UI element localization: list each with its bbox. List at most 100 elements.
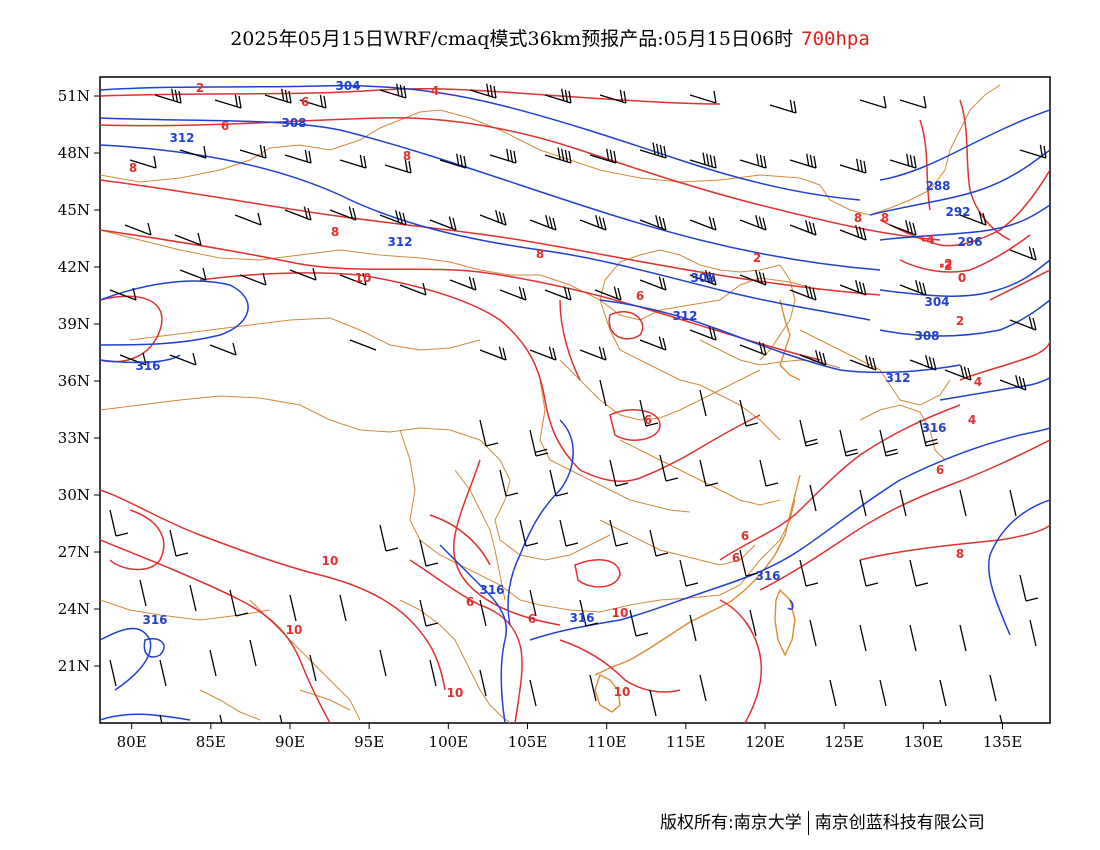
temperature-contour-label: 8 [129,161,137,175]
plot-frame [99,76,1051,724]
temperature-contour-label: 2 [196,81,204,95]
temperature-contour-label: 8 [331,225,339,239]
temperature-contour-label: 4 [974,375,982,389]
y-tick-label: 27N [58,543,90,561]
wind-barb [309,654,317,682]
wind-barb [284,206,312,221]
temperature-contour-label: 8 [956,547,964,561]
wind-barb [639,336,667,351]
wind-barb [499,286,527,301]
wind-barb [589,148,617,164]
wind-barb [384,159,412,174]
wind-barb [379,210,407,226]
temperature-labels: 2 466888810101010101066666688-4-202244-26… [129,81,982,700]
wind-barb [239,272,267,286]
wind-barb [649,689,657,717]
wind-barb [124,222,152,236]
height-contours [100,84,1050,723]
wind-barb [579,215,607,231]
temperature-contour-label: -2 [939,259,952,273]
height-contour-label: 304 [924,295,949,309]
wind-barb [174,232,202,246]
wind-barb [379,83,407,99]
wind-barb [679,559,699,587]
wind-barb [529,429,549,457]
x-tick-label: 125E [824,733,864,751]
wind-barb [284,149,312,164]
wind-barb [109,509,129,537]
wind-barb [809,619,817,647]
map-title: 2025年05月15日WRF/cmaq模式36km预报产品:05月15日06时 7… [0,24,1100,51]
height-contour-label: 304 [335,79,360,93]
temperature-contour-label: 8 [881,211,889,225]
x-tick-label: 90E [275,733,305,751]
x-tick-label: 135E [983,733,1023,751]
wind-barb [959,211,987,226]
wind-barb [899,280,927,296]
wind-barb [609,519,629,547]
wind-barb [899,95,927,109]
wind-barb [579,599,599,627]
wind-barb [799,559,819,587]
temperature-contour-label: 6 [466,595,474,609]
wind-barb [399,282,427,296]
wind-barb [919,419,939,447]
wind-barb [944,365,972,381]
wind-barb [739,341,767,356]
wind-barb [419,539,439,567]
y-tick-label: 30N [58,486,90,504]
wind-barb [699,459,719,487]
wind-barb [429,659,437,687]
y-tick-label: 39N [58,315,90,333]
wind-barb [989,674,997,702]
wind-barb [209,649,217,677]
title-main: 2025年05月15日WRF/cmaq模式36km预报产品:05月15日06时 [230,28,794,50]
height-contour-label: 312 [387,235,412,249]
wind-barb [479,419,499,447]
wind-barb [739,215,767,231]
wind-barb [879,679,887,707]
wind-barb [839,225,867,241]
wind-barb [594,286,622,301]
height-contour-label: 316 [755,569,780,583]
wind-barb [959,489,967,517]
wind-barb [899,489,907,517]
temperature-contours [100,87,1050,723]
y-tick-label: 24N [58,600,90,618]
temperature-contour-label: 8 [854,211,862,225]
wind-barb [1009,246,1037,261]
wind-barb [689,152,717,169]
wind-barb [449,276,477,291]
wind-barb [689,216,717,231]
height-contour-label: 308 [281,116,306,130]
wind-barb [179,145,207,159]
wind-barb [249,639,257,667]
wind-barb [544,147,572,164]
x-tick-label: 130E [904,733,944,751]
temperature-contour-label: 8 [536,247,544,261]
height-contour-label: 312 [672,309,697,323]
wind-barb [469,83,497,99]
wind-barb [909,624,917,652]
wind-barb [839,158,867,174]
wind-barb [859,624,867,652]
temperature-contour-label: 6 [732,551,740,565]
y-tick-label: 42N [58,258,90,276]
y-tick-label: 48N [58,144,90,162]
wind-barb [544,88,572,104]
wind-barb [839,429,859,457]
wind-barb [479,210,507,226]
temperature-contour-label: 6 [741,529,749,543]
x-axis: 80E 85E 90E 95E 100E 105E 110E 115E 120E 125E 130E… [117,723,1023,751]
wind-barb [419,599,439,627]
wind-barbs [109,83,1047,723]
wind-barb [159,659,167,687]
height-contour-label: 316 [569,611,594,625]
wind-barb [739,549,759,577]
wind-barb [239,144,267,159]
y-tick-label: 36N [58,372,90,390]
wind-barb [769,99,797,114]
wind-barb [1029,619,1037,647]
wind-barb [529,346,557,361]
wind-barb [169,529,189,557]
